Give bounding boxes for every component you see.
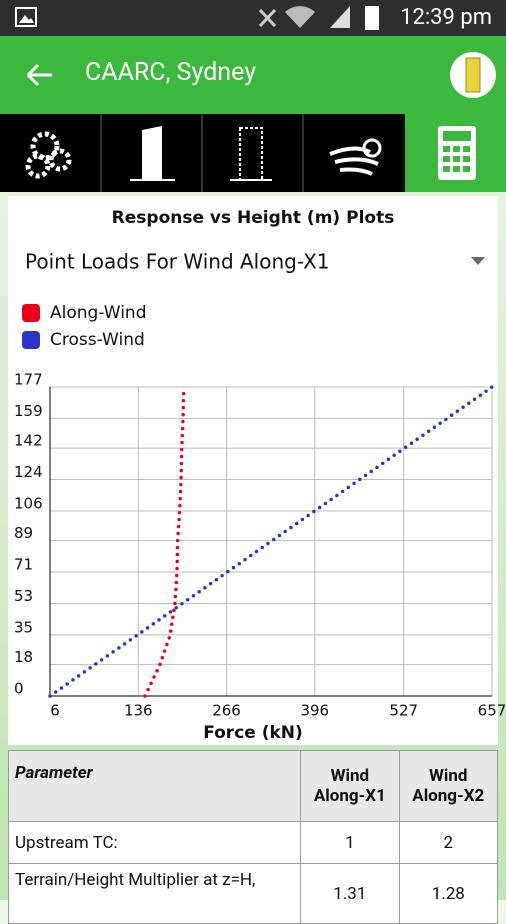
- x-tick-label: 657: [478, 702, 506, 720]
- status-bar: 12:39 pm: [0, 0, 506, 36]
- status-icons: [15, 7, 37, 27]
- app-icon[interactable]: [448, 50, 498, 100]
- cell: Upstream TC:: [7, 821, 302, 864]
- legend-label: Cross-Wind: [50, 330, 145, 350]
- app-title: CAARC, Sydney: [85, 58, 257, 87]
- y-tick-label: 71: [14, 556, 33, 574]
- y-tick-label: 89: [14, 524, 33, 542]
- dropdown-arrow[interactable]: [471, 257, 485, 265]
- legend-swatch: [22, 331, 40, 349]
- table-row: Upstream TC: 1 2: [7, 821, 499, 864]
- chart-title: Response vs Height (m) Plots: [112, 208, 395, 228]
- table-header: Parameter Wind Along-X1 Wind Along-X2: [7, 750, 499, 822]
- dropdown[interactable]: Point Loads For Wind Along-X1: [25, 250, 330, 274]
- cell: Terrain/Height Multiplier at z=H,: [7, 863, 302, 924]
- header-cell: Wind Along-X1: [300, 750, 400, 822]
- y-tick-label: 177: [14, 371, 43, 389]
- parameter-table: Parameter Wind Along-X1 Wind Along-X2 Up…: [7, 750, 499, 924]
- data-line: [143, 385, 186, 698]
- chart-card: [8, 196, 498, 745]
- back-button[interactable]: [20, 36, 80, 114]
- y-tick-label: 53: [14, 587, 33, 605]
- cell: 1: [300, 821, 400, 864]
- header-cell: Wind Along-X2: [398, 750, 499, 822]
- y-tick-label: 18: [14, 648, 33, 666]
- cell: 1.31: [300, 863, 400, 924]
- y-tick-label: 142: [14, 432, 43, 450]
- x-axis-title: Force (kN): [203, 723, 303, 743]
- y-tick-label: 35: [14, 618, 33, 636]
- y-tick-label: 106: [14, 494, 43, 512]
- tab-building[interactable]: [130, 126, 175, 181]
- app-bar: CAARC, Sydney: [0, 36, 506, 114]
- tab-bar: [0, 114, 506, 192]
- y-tick-label: 0: [14, 680, 24, 698]
- data-line: [48, 385, 494, 698]
- y-tick-label: 159: [14, 402, 43, 420]
- chart: Response vs Height (m) Plots Point Loads…: [14, 208, 506, 743]
- status-time: 12:39 pm: [400, 5, 492, 30]
- legend-label: Along-Wind: [50, 303, 147, 323]
- status-indicators: [258, 6, 379, 30]
- tab-settings[interactable]: [25, 131, 72, 179]
- tab-tower[interactable]: [230, 127, 272, 181]
- cell: 1.28: [398, 863, 499, 924]
- x-tick-label: 396: [300, 702, 329, 720]
- y-tick-label: 124: [14, 463, 43, 481]
- tab-icons: [25, 114, 506, 192]
- header-cell: Parameter: [7, 750, 302, 822]
- table-row: Terrain/Height Multiplier at z=H, 1.31 1…: [7, 863, 499, 924]
- x-tick-label: 527: [389, 702, 418, 720]
- x-tick-label: 266: [212, 702, 241, 720]
- tab-wind[interactable]: [329, 138, 382, 176]
- x-tick-label: 136: [124, 702, 153, 720]
- cell: 2: [398, 821, 499, 864]
- legend-swatch: [22, 304, 40, 322]
- x-tick-label: 6: [50, 702, 60, 720]
